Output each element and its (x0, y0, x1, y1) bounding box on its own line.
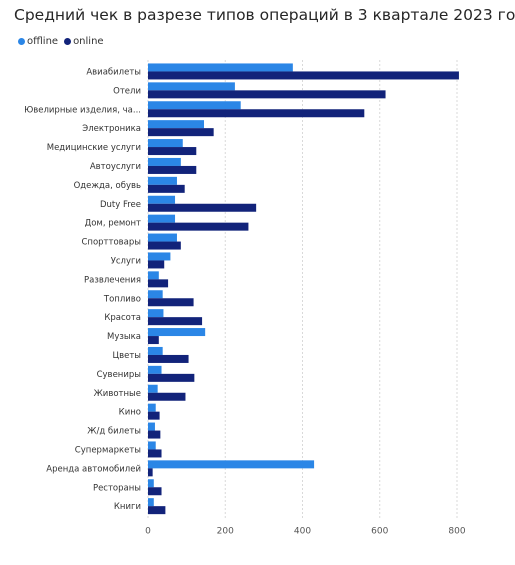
bar-offline (148, 63, 293, 72)
category-label: Цветы (112, 351, 141, 361)
bar-offline (148, 120, 205, 129)
category-label: Услуги (111, 256, 141, 266)
bar-online (148, 430, 161, 439)
bar-offline (148, 139, 183, 148)
bar-online (148, 109, 365, 118)
bar-online (148, 354, 189, 363)
bar-offline (148, 384, 158, 393)
category-label: Ювелирные изделия, ча... (24, 105, 141, 115)
legend-swatch-online (64, 37, 72, 45)
bar-offline (148, 328, 206, 337)
bar-offline (148, 101, 241, 110)
category-label: Авиабилеты (86, 67, 141, 77)
bar-offline (148, 176, 177, 185)
category-label: Супермаркеты (75, 445, 141, 455)
bar-offline (148, 271, 159, 280)
category-label: Рестораны (93, 483, 141, 493)
category-label: Отели (113, 86, 141, 96)
bar-online (148, 241, 181, 250)
bar-online (148, 392, 186, 401)
category-label: Duty Free (100, 200, 141, 210)
bar-offline (148, 157, 181, 166)
bar-online (148, 184, 185, 193)
bar-offline (148, 365, 162, 374)
legend-label-online: online (73, 35, 104, 47)
bar-offline (148, 233, 177, 242)
legend-label-offline: offline (27, 35, 59, 47)
category-label: Аренда автомобилей (46, 464, 141, 474)
chart-legend: offline online (18, 34, 104, 48)
bar-offline (148, 460, 315, 469)
legend-item-offline[interactable]: offline (18, 36, 58, 47)
category-label: Кино (119, 408, 141, 418)
category-label: Спорттовары (81, 238, 141, 248)
x-tick-label: 200 (217, 527, 234, 537)
chart-title: Средний чек в разрезе типов операций в 3… (14, 6, 515, 24)
bar-offline (148, 479, 154, 488)
bar-offline (148, 82, 235, 91)
bar-offline (148, 403, 156, 412)
bar-online (148, 336, 159, 345)
category-label: Одежда, обувь (74, 181, 141, 191)
bar-online (148, 260, 165, 269)
category-label: Топливо (103, 294, 141, 304)
bar-online (148, 487, 162, 496)
bar-online (148, 449, 162, 458)
category-label: Медицинские услуги (47, 143, 141, 153)
bar-offline (148, 346, 163, 355)
category-label: Электроника (82, 124, 141, 134)
bar-online (148, 165, 197, 174)
x-tick-label: 800 (448, 527, 465, 537)
bar-online (148, 203, 257, 212)
bar-offline (148, 214, 176, 223)
bar-online (148, 317, 203, 326)
legend-item-online[interactable]: online (64, 36, 104, 47)
category-label: Красота (104, 313, 141, 323)
bar-online (148, 128, 214, 137)
x-tick-label: 600 (371, 527, 388, 537)
bar-online (148, 71, 459, 80)
bar-online (148, 279, 169, 288)
bar-offline (148, 422, 155, 431)
category-label: Ж/д билеты (87, 427, 141, 437)
category-label: Дом, ремонт (85, 219, 141, 229)
x-tick-label: 400 (294, 527, 311, 537)
bar-online (148, 506, 166, 515)
category-label: Книги (114, 502, 141, 512)
bar-online (148, 90, 386, 99)
bar-offline (148, 195, 176, 204)
category-label: Развлечения (84, 275, 141, 285)
category-label: Животные (94, 389, 141, 399)
bar-online (148, 298, 194, 307)
bar-online (148, 468, 153, 477)
bar-offline (148, 252, 171, 261)
legend-swatch-offline (18, 37, 25, 45)
bar-online (148, 222, 249, 231)
bar-online (148, 147, 197, 156)
bar-offline (148, 309, 164, 318)
x-tick-label: 0 (145, 527, 151, 537)
bar-offline (148, 498, 154, 507)
bar-online (148, 411, 160, 420)
category-label: Сувениры (97, 370, 141, 380)
category-label: Музыка (107, 332, 141, 342)
bar-offline (148, 290, 163, 299)
category-label: Автоуслуги (90, 162, 141, 172)
bar-offline (148, 441, 156, 450)
bar-online (148, 373, 195, 382)
